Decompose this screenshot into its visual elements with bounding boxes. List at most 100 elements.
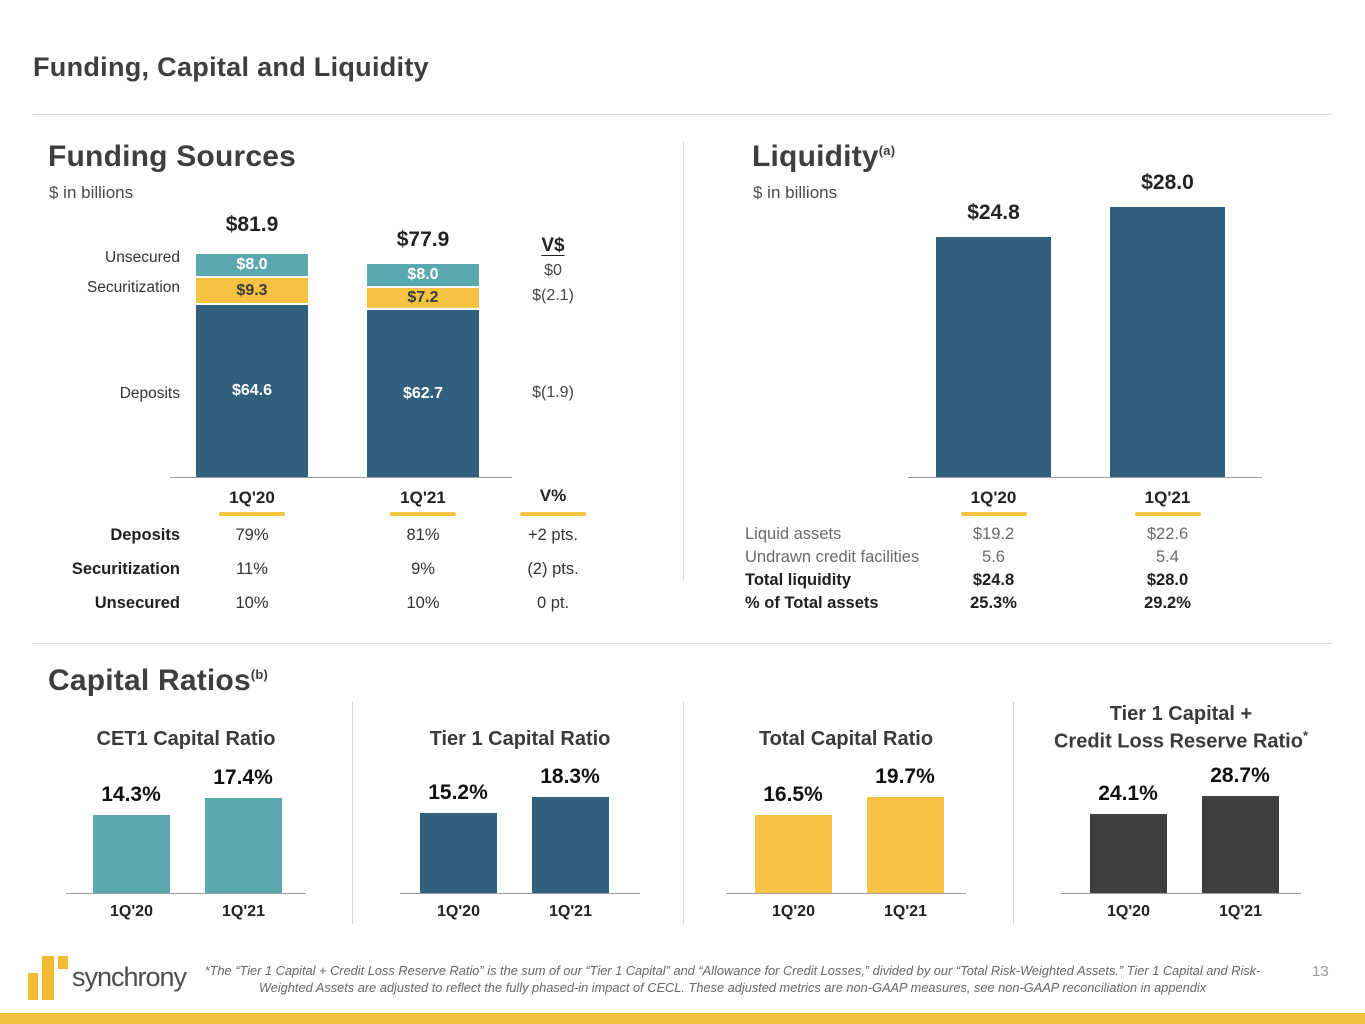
t1clr-bar-1q20 <box>1090 814 1167 893</box>
liquidity-col-1q20: 1Q'20 <box>970 488 1017 507</box>
total-capital-cat-1q20: 1Q'20 <box>772 903 815 920</box>
funding-sources-heading: Funding Sources <box>48 140 297 173</box>
total-capital-axis-line <box>726 893 966 894</box>
mix-cell: 79% <box>235 526 269 544</box>
t1clr-cat-1q20: 1Q'20 <box>1107 903 1150 920</box>
liquidity-cell: $24.8 <box>972 571 1015 589</box>
tier1-value-1q20: 15.2% <box>428 781 488 804</box>
funding-bar-1q20: $8.0 $9.3 $64.6 <box>196 254 308 477</box>
liquidity-value-1q21: $28.0 <box>1141 171 1194 194</box>
tier1-chart-title: Tier 1 Capital Ratio <box>429 728 611 750</box>
mix-row-label: Deposits <box>110 526 180 544</box>
tier1-cat-1q21: 1Q'21 <box>549 903 592 920</box>
cet1-bar-1q21 <box>205 798 282 893</box>
liquidity-value-1q20: $24.8 <box>967 201 1020 224</box>
mix-cell: +2 pts. <box>528 526 578 544</box>
bar-segment-securitization: $7.2 <box>367 288 479 310</box>
bar-segment-deposits: $64.6 <box>196 305 308 477</box>
synchrony-wordmark: synchrony <box>72 962 187 992</box>
liquidity-row-label: Undrawn credit facilities <box>745 548 920 566</box>
liquidity-col-1q21: 1Q'21 <box>1144 488 1191 507</box>
cet1-cat-1q20: 1Q'20 <box>110 903 153 920</box>
total-capital-chart-title: Total Capital Ratio <box>758 728 934 750</box>
synchrony-logo-icon <box>28 973 38 1000</box>
variance-dollar-header: V$ <box>541 235 565 256</box>
tier1-axis-line <box>400 893 640 894</box>
series-label-unsecured: Unsecured <box>105 249 180 266</box>
variance-deposits: $(1.9) <box>532 384 574 401</box>
tier1-bar-1q21 <box>532 797 609 893</box>
mix-cell: 9% <box>411 560 435 578</box>
funding-axis-line <box>170 477 512 478</box>
liquidity-row-label: Total liquidity <box>745 571 852 589</box>
series-label-deposits: Deposits <box>119 385 180 402</box>
mix-cell: 11% <box>236 560 268 578</box>
cet1-bar-1q20 <box>93 815 170 893</box>
series-label-securitization: Securitization <box>86 279 180 296</box>
liquidity-cell: 5.6 <box>982 548 1005 566</box>
header-divider <box>33 114 1332 115</box>
bar-segment-securitization: $9.3 <box>196 278 308 305</box>
funding-total-1q20: $81.9 <box>225 213 279 236</box>
liquidity-cell: 25.3% <box>970 594 1017 612</box>
liquidity-row-label: Liquid assets <box>745 525 842 543</box>
liquidity-cell: 29.2% <box>1144 594 1191 612</box>
funding-col-vpct: V% <box>539 486 567 505</box>
gold-underline <box>219 512 285 516</box>
tier1-bar-1q20 <box>420 813 497 893</box>
total-capital-bar-1q21 <box>867 797 944 893</box>
cet1-axis-line <box>66 893 306 894</box>
cet1-value-1q21: 17.4% <box>213 766 273 789</box>
total-capital-cat-1q21: 1Q'21 <box>884 903 927 920</box>
tier1-value-1q21: 18.3% <box>540 765 600 788</box>
capital-footnote-marker: (b) <box>250 667 269 682</box>
liquidity-axis-line <box>908 477 1262 478</box>
page-number: 13 <box>1312 963 1329 980</box>
liquidity-cell: 5.4 <box>1156 548 1179 566</box>
total-capital-value-1q20: 16.5% <box>763 783 823 806</box>
asterisk-marker: * <box>1302 728 1309 743</box>
synchrony-logo-icon <box>58 956 68 969</box>
footnote-line2: Weighted Assets are adjusted to reflect … <box>258 980 1207 995</box>
cet1-cat-1q21: 1Q'21 <box>222 903 265 920</box>
synchrony-logo-icon <box>42 956 54 1000</box>
liquidity-row-label: % of Total assets <box>745 594 879 612</box>
liquidity-cell: $19.2 <box>972 525 1015 543</box>
liquidity-footnote-marker: (a) <box>878 143 896 158</box>
mix-row-label: Securitization <box>71 560 180 578</box>
mix-cell: (2) pts. <box>527 560 579 578</box>
section-divider <box>33 643 1332 644</box>
tier1-cat-1q20: 1Q'20 <box>437 903 480 920</box>
slide-title: Funding, Capital and Liquidity <box>33 52 429 82</box>
t1clr-value-1q21: 28.7% <box>1210 764 1270 787</box>
gold-underline <box>961 512 1027 516</box>
mix-row-label: Unsecured <box>94 594 180 612</box>
mix-cell: 10% <box>406 594 440 612</box>
footnote: *The “Tier 1 Capital + Credit Loss Reser… <box>195 962 1270 996</box>
footnote-line1: *The “Tier 1 Capital + Credit Loss Reser… <box>204 963 1261 978</box>
gold-underline <box>520 512 586 516</box>
gold-underline <box>390 512 456 516</box>
mix-cell: 81% <box>406 526 440 544</box>
mix-cell: 10% <box>235 594 269 612</box>
chart-vertical-divider <box>1013 702 1014 924</box>
funding-subtitle: $ in billions <box>49 183 134 202</box>
liquidity-bar-1q20 <box>936 237 1051 477</box>
bar-segment-unsecured: $8.0 <box>196 254 308 278</box>
total-capital-value-1q21: 19.7% <box>875 765 935 788</box>
liquidity-cell: $22.6 <box>1146 525 1189 543</box>
t1clr-axis-line <box>1061 893 1301 894</box>
t1clr-chart-title-line1: Tier 1 Capital + <box>1109 703 1253 725</box>
variance-securitization: $(2.1) <box>532 287 574 304</box>
funding-col-1q20: 1Q'20 <box>229 488 275 507</box>
total-capital-bar-1q20 <box>755 815 832 893</box>
funding-bar-1q21: $8.0 $7.2 $62.7 <box>367 264 479 477</box>
liquidity-subtitle: $ in billions <box>753 183 838 202</box>
variance-unsecured: $0 <box>544 262 562 279</box>
liquidity-cell: $28.0 <box>1146 571 1189 589</box>
funding-col-1q21: 1Q'21 <box>400 488 446 507</box>
bar-segment-deposits: $62.7 <box>367 310 479 477</box>
cet1-chart-title: CET1 Capital Ratio <box>96 728 276 750</box>
funding-total-1q21: $77.9 <box>396 228 450 251</box>
